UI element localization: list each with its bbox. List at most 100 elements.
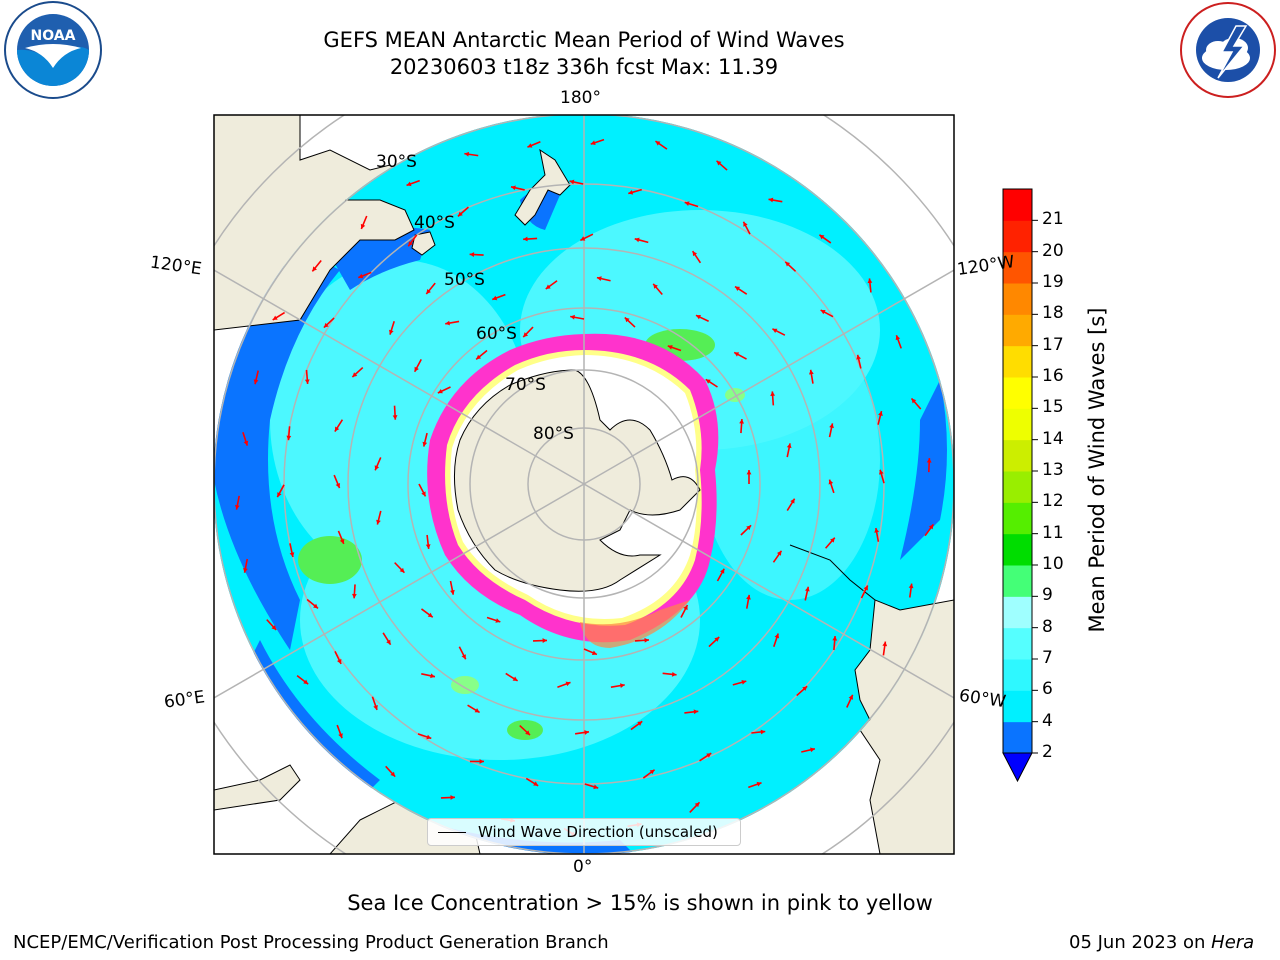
wind-wave-arrowhead bbox=[392, 415, 398, 420]
colorbar-segment bbox=[1003, 502, 1032, 535]
wind-wave-arrowhead bbox=[743, 221, 748, 227]
colorbar-segment bbox=[1003, 345, 1032, 378]
wind-wave-arrowhead bbox=[569, 179, 575, 185]
colorbar-tick-label: 11 bbox=[1042, 522, 1064, 543]
colorbar-segment bbox=[1003, 377, 1032, 409]
wind-wave-arrowhead bbox=[649, 769, 655, 775]
lat-label-70s: 70°S bbox=[505, 375, 546, 395]
colorbar-tick-label: 9 bbox=[1042, 585, 1053, 606]
wind-wave-arrowhead bbox=[786, 443, 792, 449]
lon-label-0: 0° bbox=[573, 857, 593, 877]
wind-wave-arrowhead bbox=[339, 538, 345, 544]
wind-wave-arrowhead bbox=[386, 639, 391, 645]
footer-left: NCEP/EMC/Verification Post Processing Pr… bbox=[13, 932, 609, 953]
wind-wave-arrowhead bbox=[323, 322, 329, 328]
wind-wave-arrowhead bbox=[856, 354, 861, 360]
colorbar-tick-label: 2 bbox=[1042, 742, 1053, 762]
wind-wave-arrowhead bbox=[760, 729, 766, 735]
wind-wave-arrowhead bbox=[772, 328, 778, 333]
wind-wave-arrowhead bbox=[304, 379, 310, 384]
wind-wave-arrowhead bbox=[770, 391, 776, 396]
wind-wave-arrowhead bbox=[634, 237, 640, 243]
wind-wave-arrowhead bbox=[584, 730, 589, 735]
wind-wave-arrowhead bbox=[746, 594, 751, 600]
colorbar-segment bbox=[1003, 283, 1032, 315]
lat-label-60s: 60°S bbox=[476, 324, 517, 344]
lat-label-30s: 30°S bbox=[376, 152, 417, 172]
wind-wave-arrowhead bbox=[768, 197, 774, 203]
colorbar-tick-label: 18 bbox=[1042, 303, 1064, 324]
wind-wave-arrowhead bbox=[461, 654, 466, 660]
wind-wave-arrowhead bbox=[684, 201, 690, 206]
wind-wave-arrowhead bbox=[565, 681, 571, 687]
wind-wave-arrowhead bbox=[928, 524, 934, 530]
wind-wave-arrowhead bbox=[830, 537, 835, 543]
colorbar-label: Mean Period of Wind Waves [s] bbox=[1085, 307, 1109, 633]
wind-wave-arrowhead bbox=[352, 372, 358, 377]
wind-wave-arrowhead bbox=[421, 491, 426, 497]
nws-logo bbox=[1178, 0, 1278, 104]
wind-wave-arrowhead bbox=[399, 567, 405, 573]
wind-wave-arrowhead bbox=[495, 618, 501, 623]
wind-wave-arrowhead bbox=[234, 504, 240, 510]
wind-wave-arrowhead bbox=[785, 261, 791, 267]
wind-wave-arrowhead bbox=[464, 151, 470, 157]
wind-wave-arrowhead bbox=[426, 734, 432, 740]
wind-wave-arrowhead bbox=[277, 492, 282, 498]
colorbar-tick-label: 12 bbox=[1042, 491, 1064, 512]
wind-wave-arrowhead bbox=[829, 423, 834, 429]
wind-wave-arrowhead bbox=[523, 236, 528, 242]
colorbar-tick-label: 20 bbox=[1042, 240, 1064, 261]
map-legend: Wind Wave Direction (unscaled) bbox=[427, 818, 741, 846]
wind-wave-arrowhead bbox=[437, 388, 443, 394]
wind-wave-arrowhead bbox=[694, 802, 700, 808]
wind-wave-arrowhead bbox=[408, 241, 413, 247]
wind-wave-arrowhead bbox=[879, 469, 884, 475]
wind-wave-arrowhead bbox=[272, 315, 278, 320]
wind-wave-arrowhead bbox=[253, 379, 259, 385]
wind-wave-arrowhead bbox=[469, 252, 475, 257]
wind-wave-arrowhead bbox=[334, 426, 340, 432]
colorbar-tick-label: 4 bbox=[1042, 710, 1053, 731]
wind-wave-arrowhead bbox=[746, 525, 752, 531]
colorbar-segment bbox=[1003, 721, 1032, 754]
wind-wave-arrowhead bbox=[716, 160, 722, 166]
wind-wave-arrowhead bbox=[802, 686, 808, 691]
wind-wave-arrowhead bbox=[312, 266, 317, 272]
colorbar-segment bbox=[1003, 251, 1032, 284]
wind-wave-arrowhead bbox=[422, 441, 428, 447]
wind-wave-arrowhead bbox=[360, 223, 366, 229]
wind-wave-arrowhead bbox=[337, 658, 342, 664]
wind-wave-arrowhead bbox=[653, 283, 658, 289]
wind-wave-arrowhead bbox=[591, 650, 597, 655]
wind-wave-arrowhead bbox=[406, 181, 412, 187]
svg-text:NOAA: NOAA bbox=[31, 28, 76, 44]
wind-wave-arrowhead bbox=[476, 354, 482, 360]
colorbar-tick-label: 10 bbox=[1042, 554, 1064, 574]
wind-wave-arrowhead bbox=[756, 781, 762, 787]
wind-wave-arrowhead bbox=[335, 483, 341, 489]
wind-wave-arrowhead bbox=[867, 278, 873, 284]
wind-wave-arrowhead bbox=[511, 185, 516, 191]
wind-wave-arrowhead bbox=[804, 586, 810, 592]
wind-wave-arrowhead bbox=[790, 498, 795, 504]
wind-wave-arrowhead bbox=[810, 747, 815, 753]
colorbar-segment bbox=[1003, 565, 1032, 597]
colorbar-segment bbox=[1003, 314, 1032, 347]
wind-wave-arrowhead bbox=[832, 636, 838, 641]
wind-wave-arrowhead bbox=[533, 781, 539, 786]
wind-wave-arrowhead bbox=[457, 211, 463, 217]
chart-title: GEFS MEAN Antarctic Mean Period of Wind … bbox=[323, 28, 845, 52]
wind-wave-arrowhead bbox=[474, 708, 480, 713]
wind-wave-arrowhead bbox=[863, 585, 868, 591]
noaa-logo: NOAA bbox=[3, 0, 103, 104]
wind-wave-arrowhead bbox=[596, 276, 602, 281]
wind-wave-arrowhead bbox=[545, 284, 551, 290]
wind-wave-arrowhead bbox=[426, 289, 431, 294]
legend-label: Wind Wave Direction (unscaled) bbox=[478, 823, 718, 841]
wind-wave-arrowhead bbox=[695, 314, 701, 320]
colorbar-segment bbox=[1003, 471, 1032, 503]
lat-label-40s: 40°S bbox=[414, 213, 455, 233]
wind-wave-arrowhead bbox=[527, 143, 533, 148]
wind-wave-arrowhead bbox=[313, 603, 319, 609]
